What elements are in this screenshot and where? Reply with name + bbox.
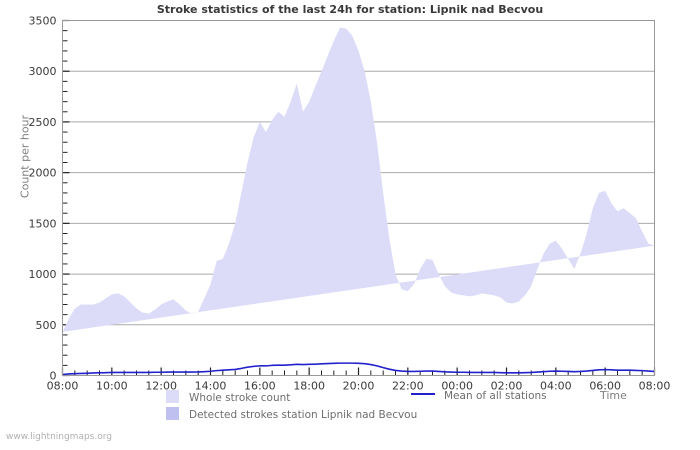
svg-text:16:00: 16:00 — [244, 380, 276, 393]
svg-text:2000: 2000 — [29, 167, 57, 180]
legend-label-whole: Whole stroke count — [189, 392, 291, 404]
x-axis-label: Time — [600, 389, 627, 402]
chart-title: Stroke statistics of the last 24h for st… — [156, 3, 544, 16]
site-watermark: www.lightningmaps.org — [6, 432, 112, 442]
svg-text:04:00: 04:00 — [540, 380, 572, 393]
svg-text:500: 500 — [36, 319, 57, 332]
svg-text:08:00: 08:00 — [639, 380, 671, 393]
legend-label-detected: Detected strokes station Lipnik nad Becv… — [189, 409, 418, 421]
svg-text:20:00: 20:00 — [343, 380, 375, 393]
legend-item-whole-stroke-count[interactable]: Whole stroke count — [166, 390, 290, 404]
svg-text:08:00: 08:00 — [47, 380, 79, 393]
legend-swatch-detected-icon — [166, 407, 179, 420]
legend-item-detected-strokes[interactable]: Detected strokes station Lipnik nad Becv… — [166, 407, 417, 421]
svg-text:1000: 1000 — [29, 268, 57, 281]
svg-text:1500: 1500 — [29, 217, 57, 230]
svg-text:3000: 3000 — [29, 65, 57, 78]
svg-text:12:00: 12:00 — [145, 380, 177, 393]
legend-swatch-whole-icon — [166, 390, 179, 403]
svg-text:00:00: 00:00 — [441, 380, 473, 393]
x-axis-ticks: 08:00 10:00 12:00 14:00 16:00 18:00 20:00 22:00… — [47, 367, 671, 393]
chart-legend: Whole stroke count Detected strokes stat… — [0, 390, 700, 430]
svg-text:14:00: 14:00 — [195, 380, 227, 393]
legend-item-mean-of-all-stations[interactable]: Mean of all stations — [411, 390, 547, 402]
svg-text:10:00: 10:00 — [96, 380, 128, 393]
svg-text:22:00: 22:00 — [392, 380, 424, 393]
svg-text:2500: 2500 — [29, 116, 57, 129]
svg-text:06:00: 06:00 — [589, 380, 621, 393]
svg-text:02:00: 02:00 — [491, 380, 523, 393]
legend-line-mean-icon — [411, 393, 435, 395]
svg-text:3500: 3500 — [29, 15, 57, 28]
svg-text:18:00: 18:00 — [293, 380, 325, 393]
data-series-layer — [62, 27, 655, 376]
y-axis-ticks: 0 500 1000 1500 2000 2500 3000 3500 — [29, 15, 70, 383]
plot-frame — [62, 20, 655, 376]
svg-text:0: 0 — [50, 370, 57, 383]
legend-label-mean: Mean of all stations — [444, 390, 547, 402]
